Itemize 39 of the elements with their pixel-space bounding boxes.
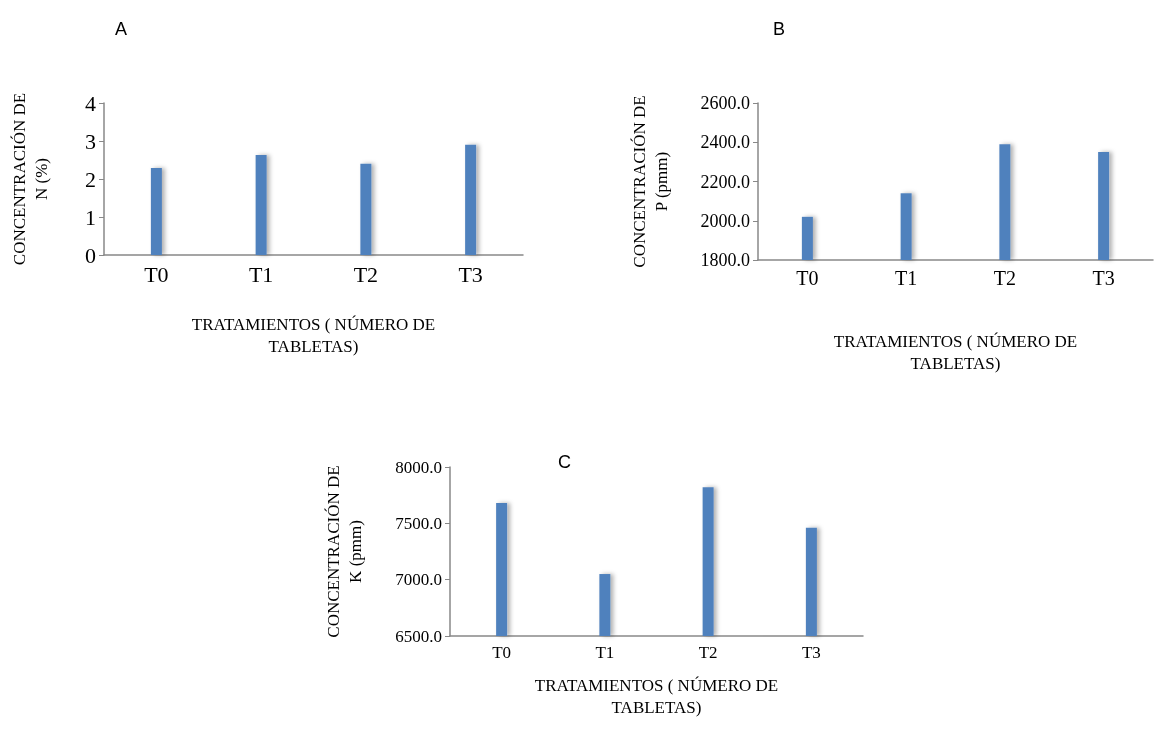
y-tick-label: 2600.0 — [700, 93, 750, 113]
bar — [360, 163, 372, 255]
x-tick-label: T1 — [895, 267, 918, 289]
bar — [150, 167, 162, 255]
y-tick-label: 7500.0 — [395, 513, 442, 533]
chart-title: A — [115, 19, 128, 39]
chart-title: C — [558, 452, 571, 472]
y-tick-label: 1800.0 — [700, 250, 750, 270]
x-tick-label: T3 — [458, 261, 483, 287]
y-tick-label: 2 — [85, 166, 96, 192]
x-tick-label: T0 — [796, 267, 819, 289]
x-axis-title: TRATAMIENTOS ( NÚMERO DE TABLETAS) — [191, 314, 436, 356]
y-tick-label: 2200.0 — [700, 171, 750, 192]
x-tick-label: T0 — [492, 643, 512, 662]
y-tick-label: 4 — [85, 90, 96, 116]
x-tick-label: T0 — [144, 261, 169, 287]
y-tick-label: 3 — [85, 128, 96, 154]
x-tick-label: T1 — [248, 261, 274, 287]
x-axis-title: TRATAMIENTOS ( NÚMERO DE TABLETAS) — [534, 675, 779, 717]
x-tick-label: T1 — [595, 643, 615, 662]
x-tick-label: T3 — [1092, 267, 1115, 289]
y-tick-label: 1 — [85, 204, 96, 230]
y-tick-label: 8000.0 — [395, 457, 442, 477]
y-tick-label: 2000.0 — [700, 210, 750, 231]
y-axis-title: CONCENTRACIÓN DE N (%) — [9, 92, 51, 266]
y-tick-label: 2400.0 — [700, 132, 750, 153]
x-tick-label: T2 — [353, 261, 379, 287]
bar — [465, 144, 477, 255]
y-tick-label: 6500.0 — [395, 626, 442, 646]
bar — [255, 155, 267, 255]
y-axis-title: CONCENTRACIÓN DE P (pmm) — [629, 95, 671, 268]
chart-title: B — [773, 19, 786, 39]
y-axis-title: CONCENTRACIÓN DE K (pmm) — [323, 465, 365, 638]
x-tick-label: T2 — [698, 643, 718, 662]
x-tick-label: T3 — [801, 643, 821, 662]
x-axis-title: TRATAMIENTOS ( NÚMERO DE TABLETAS) — [833, 331, 1078, 373]
y-tick-label: 7000.0 — [395, 570, 442, 590]
y-tick-label: 0 — [85, 242, 96, 268]
x-tick-label: T2 — [993, 267, 1016, 289]
